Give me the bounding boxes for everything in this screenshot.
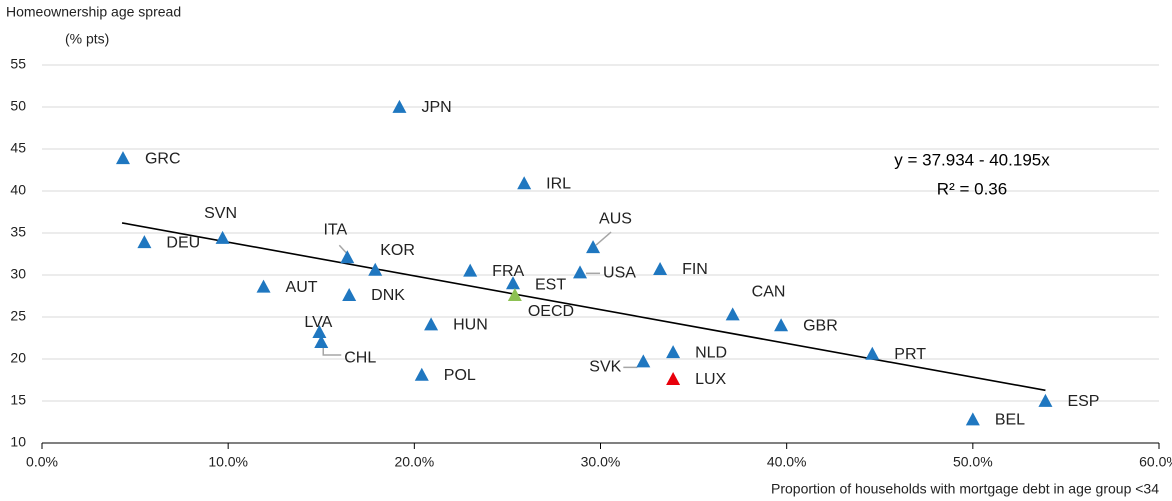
point-label: HUN <box>453 317 488 334</box>
y-tick-label: 25 <box>10 308 26 324</box>
point <box>256 279 271 293</box>
point-label: SVK <box>589 359 621 376</box>
point-label: EST <box>535 276 566 293</box>
x-tick-label: 10.0% <box>208 454 248 470</box>
point-label: ESP <box>1067 393 1099 410</box>
point <box>517 176 532 190</box>
point <box>368 262 383 276</box>
y-tick-label: 55 <box>10 56 26 72</box>
y-tick-label: 10 <box>10 434 26 450</box>
point-label: CHL <box>344 349 376 366</box>
point-label: JPN <box>421 99 451 116</box>
point-label: PRT <box>894 346 926 363</box>
point-label: DNK <box>371 287 405 304</box>
y-tick-label: 15 <box>10 392 26 408</box>
point-label: NLD <box>695 344 727 361</box>
point <box>506 276 521 290</box>
point <box>392 99 407 113</box>
point <box>653 261 668 275</box>
point <box>965 412 980 426</box>
point <box>666 345 681 359</box>
point <box>586 240 601 254</box>
point-label: GBR <box>803 317 838 334</box>
point-label: KOR <box>380 242 415 259</box>
point <box>1038 393 1053 407</box>
trend-r2: R² = 0.36 <box>937 179 1007 198</box>
point-label: DEU <box>166 234 200 251</box>
point <box>115 151 130 165</box>
point-label: AUT <box>286 279 318 296</box>
point <box>774 318 789 332</box>
point <box>666 372 681 385</box>
point <box>636 354 651 368</box>
point-label: BEL <box>995 412 1025 429</box>
x-tick-label: 40.0% <box>767 454 807 470</box>
point-label: LVA <box>304 314 332 331</box>
point <box>424 317 439 331</box>
point <box>463 263 478 277</box>
point-label: GRC <box>145 150 181 167</box>
point-label: OECD <box>528 303 574 320</box>
point-label: USA <box>603 265 636 282</box>
point <box>507 288 522 301</box>
y-axis-label: Homeownership age spread <box>6 4 181 20</box>
point-label: FIN <box>682 261 708 278</box>
point <box>340 250 355 264</box>
point <box>314 335 329 349</box>
x-tick-label: 0.0% <box>26 454 58 470</box>
y-tick-label: 35 <box>10 224 26 240</box>
point <box>573 265 588 279</box>
y-tick-label: 45 <box>10 140 26 156</box>
x-tick-label: 60.0% <box>1139 454 1172 470</box>
point <box>312 324 327 338</box>
x-tick-label: 30.0% <box>581 454 621 470</box>
y-tick-label: 20 <box>10 350 26 366</box>
point-label: SVN <box>204 205 237 222</box>
trend-equation: y = 37.934 - 40.195x <box>894 150 1050 169</box>
point <box>342 288 357 301</box>
point-label: POL <box>444 367 476 384</box>
point <box>137 235 152 249</box>
x-axis-label: Proportion of households with mortgage d… <box>771 481 1159 497</box>
x-tick-label: 20.0% <box>394 454 434 470</box>
point-label: ITA <box>323 221 347 238</box>
point <box>414 367 429 381</box>
point-label: AUS <box>599 210 632 227</box>
trendline <box>121 222 1046 392</box>
y-tick-label: 40 <box>10 182 26 198</box>
leader-line <box>595 231 612 246</box>
point-label: LUX <box>695 371 726 388</box>
y-tick-label: 30 <box>10 266 26 282</box>
x-tick-label: 50.0% <box>953 454 993 470</box>
point-label: CAN <box>752 284 786 301</box>
leader-line <box>322 347 342 356</box>
y-tick-label: 50 <box>10 98 26 114</box>
point-label: IRL <box>546 175 571 192</box>
point <box>865 346 880 360</box>
point <box>725 307 740 321</box>
point <box>215 230 230 244</box>
y-axis-label: (% pts) <box>65 31 109 47</box>
point-label: FRA <box>492 263 524 280</box>
